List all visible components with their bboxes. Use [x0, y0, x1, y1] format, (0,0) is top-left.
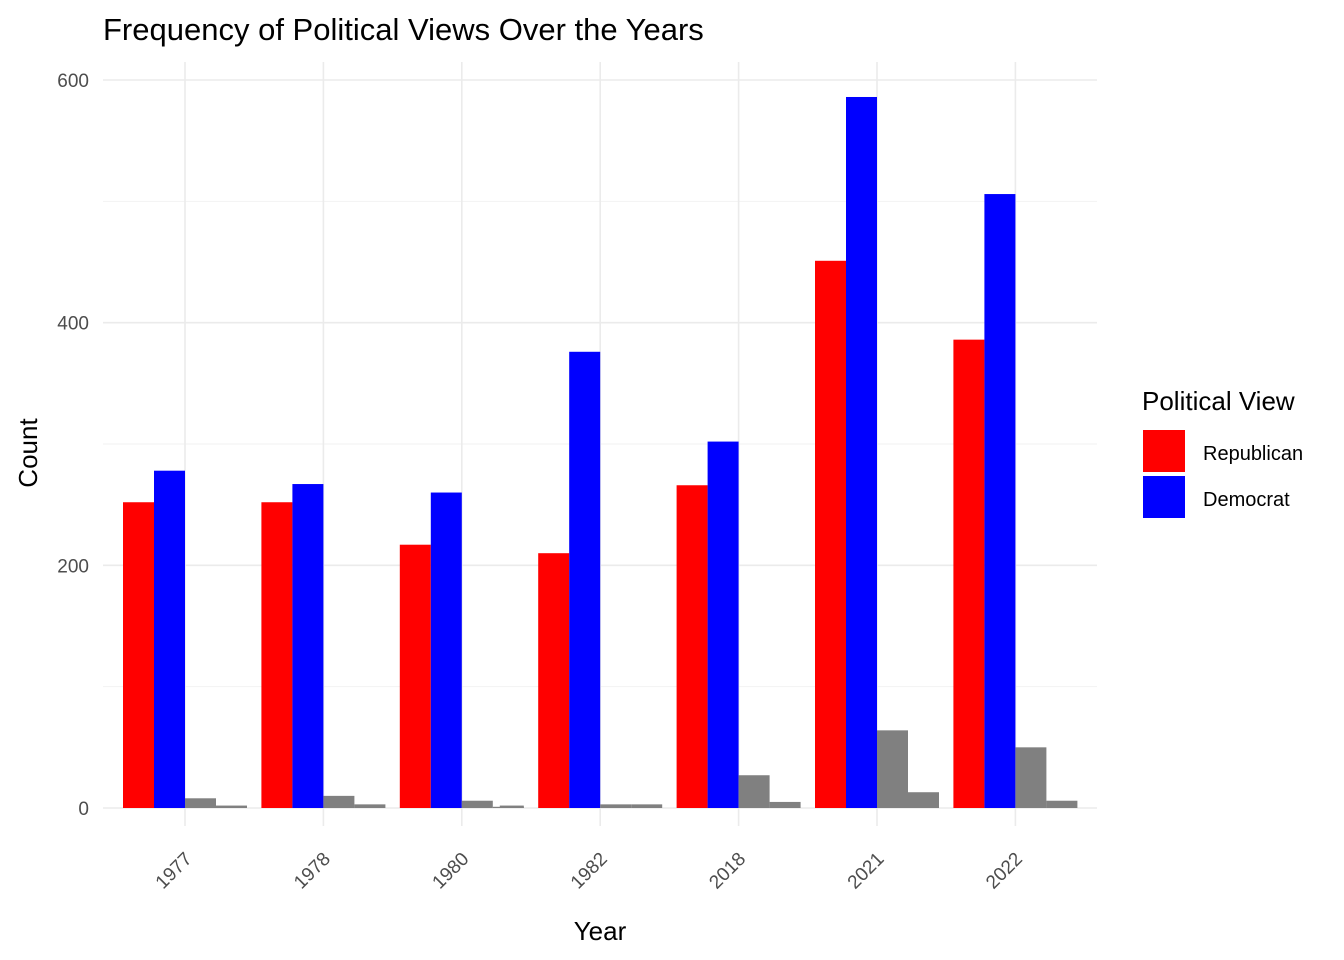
legend-title: Political View: [1142, 386, 1295, 416]
bar-other-2-2021: [877, 730, 908, 808]
bars: [123, 96, 1078, 809]
x-axis-title: Year: [574, 916, 627, 946]
x-tick-label: 2018: [705, 849, 750, 894]
x-tick-label: 2022: [982, 849, 1027, 894]
x-tick-label: 1977: [152, 849, 197, 894]
bar-democrat-1982: [569, 351, 601, 808]
bar-democrat-2021: [846, 96, 877, 808]
bar-other-extra-1980: [499, 805, 524, 808]
legend-swatch-democrat: [1143, 476, 1185, 518]
legend-label-republican: Republican: [1203, 443, 1303, 465]
legend: Political View Republican Democrat: [1142, 386, 1303, 518]
bar-republican-2022: [953, 339, 985, 808]
x-tick-label: 1982: [567, 849, 612, 894]
x-tick-label: 2021: [844, 849, 889, 894]
legend-swatch-republican: [1143, 430, 1185, 472]
x-tick-label: 1978: [290, 849, 335, 894]
bar-democrat-1980: [430, 492, 462, 808]
bar-republican-1982: [538, 553, 570, 808]
x-axis-ticks: 1977 1978 1980 1982 2018 2021 2022: [152, 849, 1027, 894]
bar-other-3-2018: [769, 801, 801, 808]
bar-republican-2021: [815, 260, 846, 809]
y-tick-label: 400: [57, 314, 89, 335]
bar-republican-1980: [399, 544, 431, 808]
bar-other-2-2022: [1015, 747, 1047, 808]
x-tick-label: 1980: [429, 849, 474, 894]
bar-republican-2018: [676, 485, 708, 808]
bar-other-3-2022: [1046, 800, 1078, 808]
bar-other-2-2018: [738, 775, 770, 808]
chart-title: Frequency of Political Views Over the Ye…: [103, 12, 704, 47]
bar-democrat-2018: [707, 441, 739, 808]
bar-other-3-1978: [354, 804, 386, 808]
y-axis-ticks: 0 200 400 600: [57, 71, 89, 820]
bar-democrat-2022: [984, 194, 1016, 808]
y-tick-label: 600: [57, 71, 89, 92]
y-tick-label: 200: [57, 556, 89, 577]
bar-other-3-1977: [216, 805, 247, 808]
bar-democrat-1977: [154, 470, 185, 808]
legend-label-democrat: Democrat: [1203, 489, 1290, 511]
bar-other-3-1982: [631, 804, 663, 808]
bar-republican-1978: [261, 502, 293, 808]
bar-republican-1977: [123, 502, 154, 808]
bar-other-2-1977: [185, 798, 216, 808]
bar-democrat-1978: [292, 484, 324, 808]
bar-other-3-2021: [908, 792, 939, 808]
y-tick-label: 0: [78, 799, 89, 820]
bar-other-2-1980: [461, 800, 493, 808]
y-axis-title: Count: [13, 418, 43, 488]
bar-other-2-1982: [600, 804, 632, 808]
bar-other-2-1978: [323, 795, 355, 808]
